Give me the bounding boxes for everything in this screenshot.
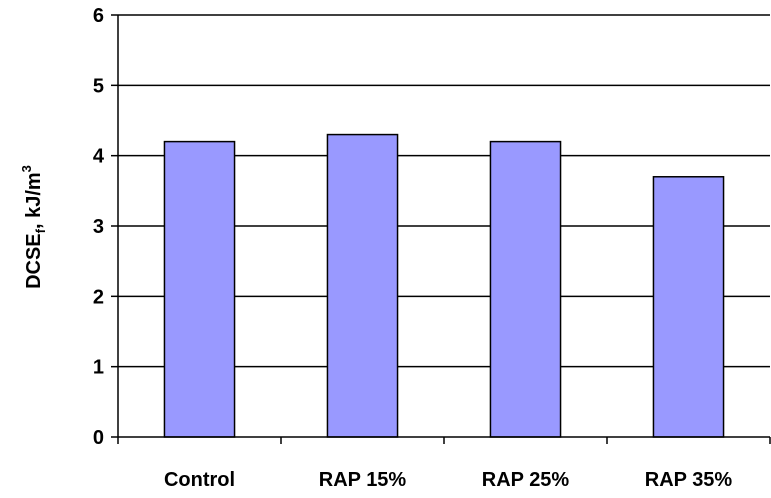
y-axis-label-subscript: f [33, 228, 48, 233]
axes [111, 14, 771, 444]
y-tick-labels: 0 1 2 3 4 5 6 [93, 5, 105, 449]
y-tick-label: 5 [93, 75, 104, 97]
y-axis-label-superscript: 3 [19, 165, 34, 172]
y-tick-label: 3 [93, 216, 104, 238]
x-tick-label: Control [164, 469, 235, 491]
y-tick-label: 4 [93, 146, 105, 168]
y-axis-label-main: DCSE [23, 233, 45, 289]
bar [489, 140, 562, 438]
y-tick-label: 1 [93, 357, 104, 379]
bar [326, 133, 399, 438]
bar [652, 176, 725, 438]
y-axis-label-rest: , kJ/m [23, 172, 45, 229]
y-tick-label: 2 [93, 286, 104, 308]
bar [163, 140, 236, 438]
x-tick-label: RAP 15% [319, 469, 407, 491]
x-tick-labels: Control RAP 15% RAP 25% RAP 35% [164, 469, 732, 491]
bars [163, 133, 725, 438]
x-tick-label: RAP 35% [645, 469, 733, 491]
y-axis-label: DCSEf, kJ/m3 [19, 165, 48, 289]
x-tick-label: RAP 25% [482, 469, 570, 491]
y-tick-label: 0 [93, 427, 104, 449]
y-tick-label: 6 [93, 5, 104, 27]
